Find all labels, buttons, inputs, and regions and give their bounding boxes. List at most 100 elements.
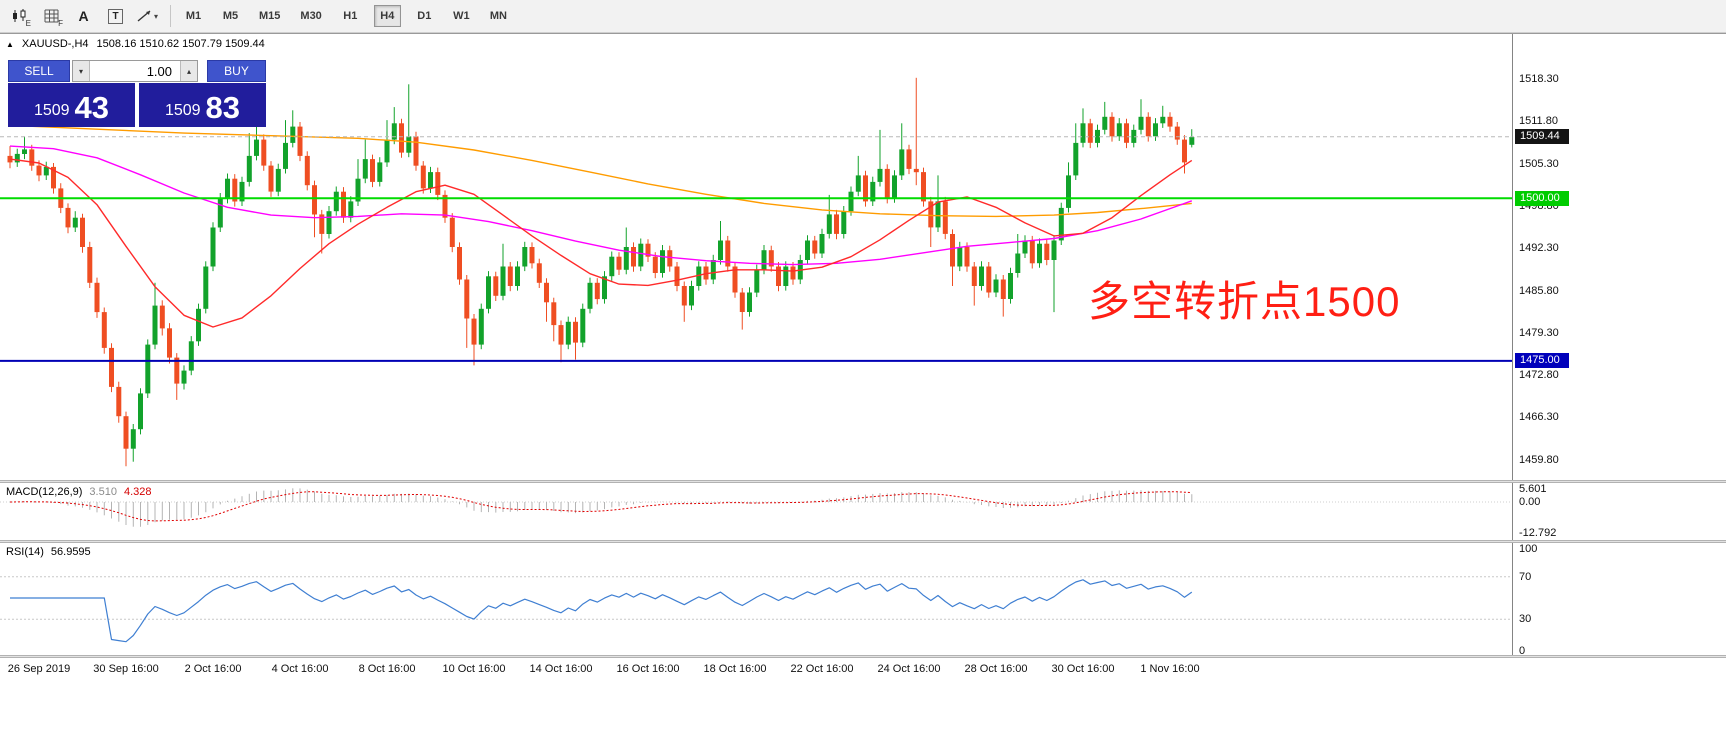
macd-axis[interactable]: 5.601 0.00 -12.792 [1513, 483, 1725, 540]
text-tool-button[interactable]: T [102, 4, 129, 29]
timeframe-button-mn[interactable]: MN [485, 5, 512, 27]
rsi-label: RSI(14) 56.9595 [6, 546, 91, 558]
rsi-name: RSI(14) [6, 546, 44, 558]
one-click-trading-panel: SELL ▾ ▴ BUY 1509 43 1509 83 [8, 60, 266, 127]
time-axis-corner [1513, 658, 1725, 682]
macd-panel: MACD(12,26,9) 3.510 4.328 5.601 0.00 -12.7… [0, 483, 1726, 540]
time-axis-label: 30 Oct 16:00 [1051, 663, 1115, 675]
ohlc-values: 1508.16 1510.62 1507.79 1509.44 [96, 38, 265, 50]
axis-label: 100 [1519, 543, 1538, 555]
time-axis-label: 8 Oct 16:00 [358, 663, 416, 675]
macd-name: MACD(12,26,9) [6, 486, 83, 498]
tool-sub-label: E [25, 18, 31, 28]
time-axis-label: 30 Sep 16:00 [93, 663, 159, 675]
volume-stepper: ▾ ▴ [72, 60, 198, 82]
time-axis-label: 28 Oct 16:00 [964, 663, 1028, 675]
symbol-period-label: XAUUSD-,H4 [21, 38, 89, 50]
candles-svg [0, 77, 1512, 467]
axis-label: 1472.80 [1519, 369, 1559, 382]
time-axis[interactable]: 26 Sep 2019 30 Sep 16:00 2 Oct 16:00 4 Oct … [0, 658, 1513, 682]
chart-header: ▲ XAUUSD-,H4 1508.16 1510.62 1507.79 150… [6, 38, 265, 50]
chart-text-annotation: 多空转折点1500 [1088, 278, 1401, 325]
macd-label: MACD(12,26,9) 3.510 4.328 [6, 486, 151, 498]
main-chart-panel: ▲ XAUUSD-,H4 1508.16 1510.62 1507.79 150… [0, 34, 1726, 480]
rsi-svg [0, 576, 1512, 643]
macd-indicator-chart[interactable]: MACD(12,26,9) 3.510 4.328 [0, 483, 1513, 540]
macd-value: 3.510 [89, 486, 117, 498]
timeframe-button-m30[interactable]: M30 [295, 5, 326, 27]
panel-splitter[interactable] [0, 540, 1726, 543]
axis-label: 1505.30 [1519, 157, 1559, 170]
axis-label: 0 [1519, 645, 1526, 655]
volume-input[interactable] [90, 61, 180, 81]
axis-label: 5.601 [1519, 483, 1547, 495]
axis-label: 1479.30 [1519, 326, 1559, 339]
tool-sub-label: F [58, 18, 63, 28]
sell-button[interactable]: SELL [8, 60, 70, 82]
line-tools-button[interactable]: ▾ [134, 4, 161, 29]
timeframe-button-h4[interactable]: H4 [373, 5, 401, 27]
chevron-down-icon: ▾ [153, 11, 158, 21]
time-axis-label: 10 Oct 16:00 [442, 663, 506, 675]
candlestick-tool-button[interactable]: E [6, 4, 33, 29]
candlestick-chart[interactable]: ▲ XAUUSD-,H4 1508.16 1510.62 1507.79 150… [0, 34, 1513, 480]
candlestick-icon [12, 9, 25, 22]
timeframe-button-m15[interactable]: M15 [254, 5, 285, 27]
toolbar-separator [170, 5, 171, 27]
time-axis-label: 18 Oct 16:00 [703, 663, 767, 675]
timeframe-button-h1[interactable]: H1 [337, 5, 364, 27]
axis-label: 70 [1519, 570, 1532, 583]
macd-svg [0, 488, 1512, 527]
axis-label: 0.00 [1519, 496, 1541, 508]
collapse-triangle-icon[interactable]: ▲ [6, 39, 14, 49]
text-label-tool-button[interactable]: A [70, 4, 97, 29]
sell-price-display[interactable]: 1509 43 [8, 83, 135, 127]
timeframe-buttons-group: M1 M5 M15 M30 H1 H4 D1 W1 MN [180, 5, 517, 27]
axis-label: 1466.30 [1519, 411, 1559, 424]
macd-signal-value: 4.328 [123, 486, 152, 498]
price-axis[interactable]: 1518.30 1511.80 1505.30 1498.80 1492.30 1485.… [1513, 34, 1725, 480]
letter-t-icon: T [108, 8, 123, 24]
drawing-tools-group: E F A T ▾ [6, 4, 161, 29]
time-axis-label: 14 Oct 16:00 [529, 663, 593, 675]
axis-label: 1485.80 [1519, 284, 1559, 297]
price-level-badge: 1500.00 [1515, 190, 1569, 206]
time-axis-label: 24 Oct 16:00 [877, 663, 941, 675]
grid-tool-button[interactable]: F [38, 4, 65, 29]
price-level-badge: 1475.00 [1515, 353, 1569, 369]
axis-label: 1459.80 [1519, 453, 1559, 466]
time-axis-label: 22 Oct 16:00 [790, 663, 854, 675]
axis-label: 1492.30 [1519, 242, 1559, 255]
chart-window: ▲ XAUUSD-,H4 1508.16 1510.62 1507.79 150… [0, 33, 1726, 682]
timeframe-button-m5[interactable]: M5 [217, 5, 244, 27]
time-axis-label: 2 Oct 16:00 [184, 663, 242, 675]
time-axis-label: 1 Nov 16:00 [1140, 663, 1200, 675]
rsi-axis[interactable]: 100 70 30 0 [1513, 543, 1725, 655]
time-axis-label: 26 Sep 2019 [7, 663, 71, 675]
panel-splitter[interactable] [0, 480, 1726, 483]
grid-icon [44, 9, 59, 23]
time-axis-label: 16 Oct 16:00 [616, 663, 680, 675]
trendline-icon [137, 10, 151, 22]
volume-increase-button[interactable]: ▴ [180, 61, 197, 81]
panel-splitter[interactable] [0, 655, 1726, 658]
volume-decrease-button[interactable]: ▾ [73, 61, 90, 81]
toolbar: E F A T ▾ M1 M5 M15 M30 H1 H4 D1 W1 MN [0, 0, 1726, 33]
buy-button[interactable]: BUY [207, 60, 266, 82]
rsi-value: 56.9595 [50, 546, 91, 558]
buy-price-display[interactable]: 1509 83 [139, 83, 266, 127]
axis-label: -12.792 [1519, 526, 1557, 539]
sell-price-pips: 43 [74, 90, 110, 125]
axis-label: 1518.30 [1519, 73, 1559, 86]
timeframe-button-w1[interactable]: W1 [448, 5, 475, 27]
buy-price-main: 1509 [164, 102, 201, 119]
axis-label: 30 [1519, 613, 1532, 626]
letter-a-icon: A [78, 8, 89, 24]
rsi-indicator-chart[interactable]: RSI(14) 56.9595 [0, 543, 1513, 655]
timeframe-button-m1[interactable]: M1 [180, 5, 207, 27]
timeframe-button-d1[interactable]: D1 [411, 5, 438, 27]
axis-label: 1511.80 [1519, 115, 1558, 128]
price-level-badge: 1509.44 [1515, 129, 1569, 145]
rsi-panel: RSI(14) 56.9595 100 70 30 0 [0, 543, 1726, 655]
time-axis-label: 4 Oct 16:00 [271, 663, 329, 675]
